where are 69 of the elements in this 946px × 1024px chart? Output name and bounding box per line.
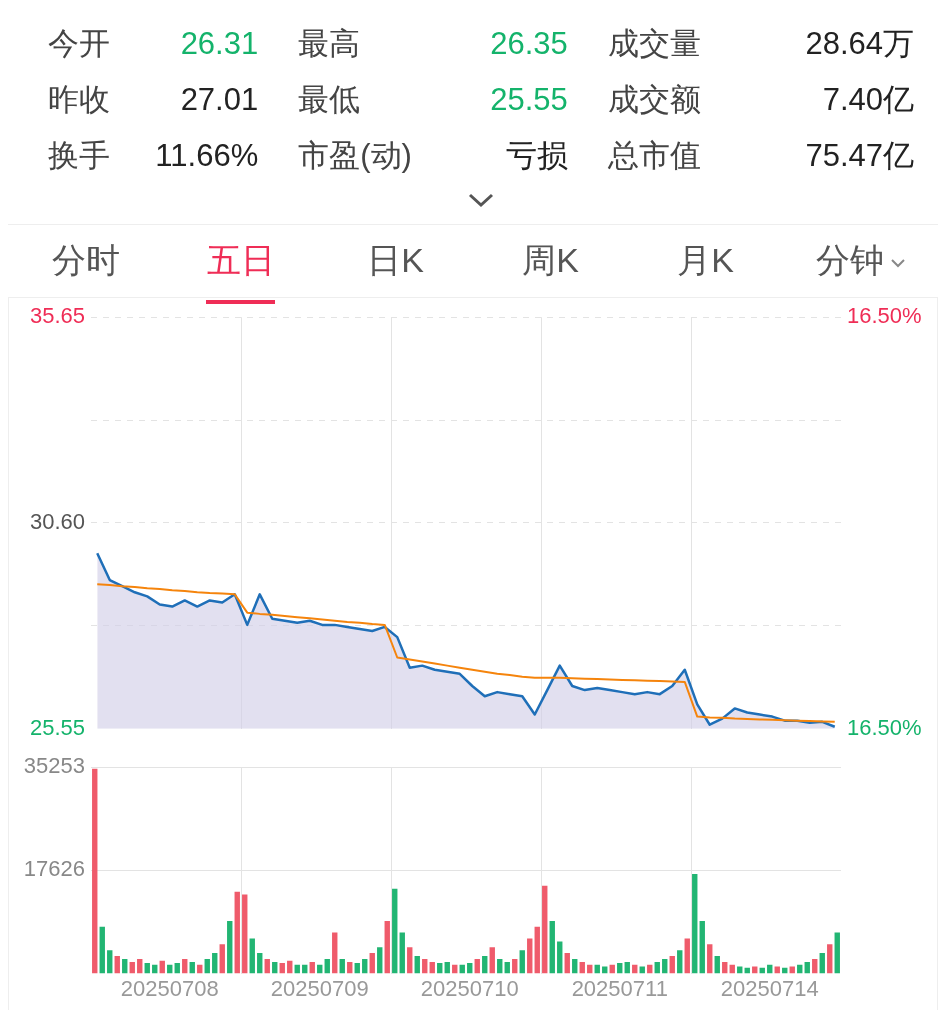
- bar: [249, 938, 255, 974]
- bar: [219, 944, 225, 974]
- x-tick-label: 20250709: [270, 975, 369, 1001]
- bar: [819, 953, 825, 974]
- bar: [707, 944, 713, 974]
- text: 26.31: [179, 26, 259, 62]
- text: 最低: [298, 81, 362, 119]
- text: 月K: [677, 241, 734, 279]
- bar: [692, 874, 698, 974]
- text: 75.47亿: [804, 137, 914, 175]
- bar: [677, 950, 683, 974]
- text: 周K: [522, 241, 579, 279]
- text: 11.66%: [154, 138, 259, 174]
- text: 分时: [51, 241, 120, 279]
- y2-tick-label: 16.50%: [847, 714, 922, 740]
- text: 28.64万: [804, 25, 914, 63]
- bar: [564, 953, 570, 974]
- text: 7.40亿: [821, 81, 914, 119]
- bar: [534, 926, 540, 974]
- bar: [489, 947, 495, 974]
- bar: [519, 950, 525, 974]
- x-tick-label: 20250710: [420, 975, 519, 1001]
- text: 分钟: [815, 241, 884, 279]
- bar: [549, 920, 555, 974]
- bar: [107, 950, 113, 974]
- bar: [827, 944, 833, 974]
- text: 日K: [367, 241, 424, 279]
- bar: [242, 894, 248, 974]
- text: 25.55: [489, 82, 568, 118]
- bar: [92, 768, 98, 974]
- y-tick-label: 17626: [23, 856, 85, 882]
- text: 五日: [206, 241, 275, 279]
- x-tick-label: 20250714: [720, 975, 819, 1001]
- bar: [384, 920, 390, 974]
- bar: [332, 932, 338, 974]
- bar: [527, 938, 533, 974]
- bar: [407, 947, 413, 974]
- y-tick-label: 30.60: [29, 509, 85, 535]
- bar: [699, 920, 705, 974]
- text: 27.01: [179, 82, 259, 118]
- text: 换手: [48, 137, 111, 175]
- bar: [557, 941, 563, 974]
- y-tick-label: 35.65: [29, 303, 85, 329]
- y-tick-label: 25.55: [29, 714, 85, 740]
- bar: [542, 885, 548, 974]
- bar: [392, 888, 398, 974]
- text: 成交额: [607, 81, 702, 119]
- x-tick-label: 20250708: [120, 975, 219, 1001]
- bar: [99, 926, 105, 974]
- bar: [234, 891, 240, 974]
- text: 总市值: [607, 137, 702, 175]
- bar: [834, 932, 840, 974]
- bar: [399, 932, 405, 974]
- y-tick-label: 35253: [23, 753, 85, 779]
- text: 今开: [48, 25, 111, 63]
- text: 亏损: [504, 137, 568, 175]
- y2-tick-label: 16.50%: [847, 303, 922, 329]
- text: 26.35: [489, 26, 568, 62]
- text: 成交量: [607, 25, 702, 63]
- text: 昨收: [48, 81, 111, 119]
- bar: [684, 938, 690, 974]
- x-tick-label: 20250711: [571, 975, 668, 1001]
- bar: [227, 920, 233, 974]
- text: 市盈(动): [298, 137, 413, 175]
- text: 最高: [298, 25, 362, 63]
- bar: [369, 953, 375, 974]
- bar: [212, 953, 218, 974]
- bar: [257, 953, 263, 974]
- bar: [377, 947, 383, 974]
